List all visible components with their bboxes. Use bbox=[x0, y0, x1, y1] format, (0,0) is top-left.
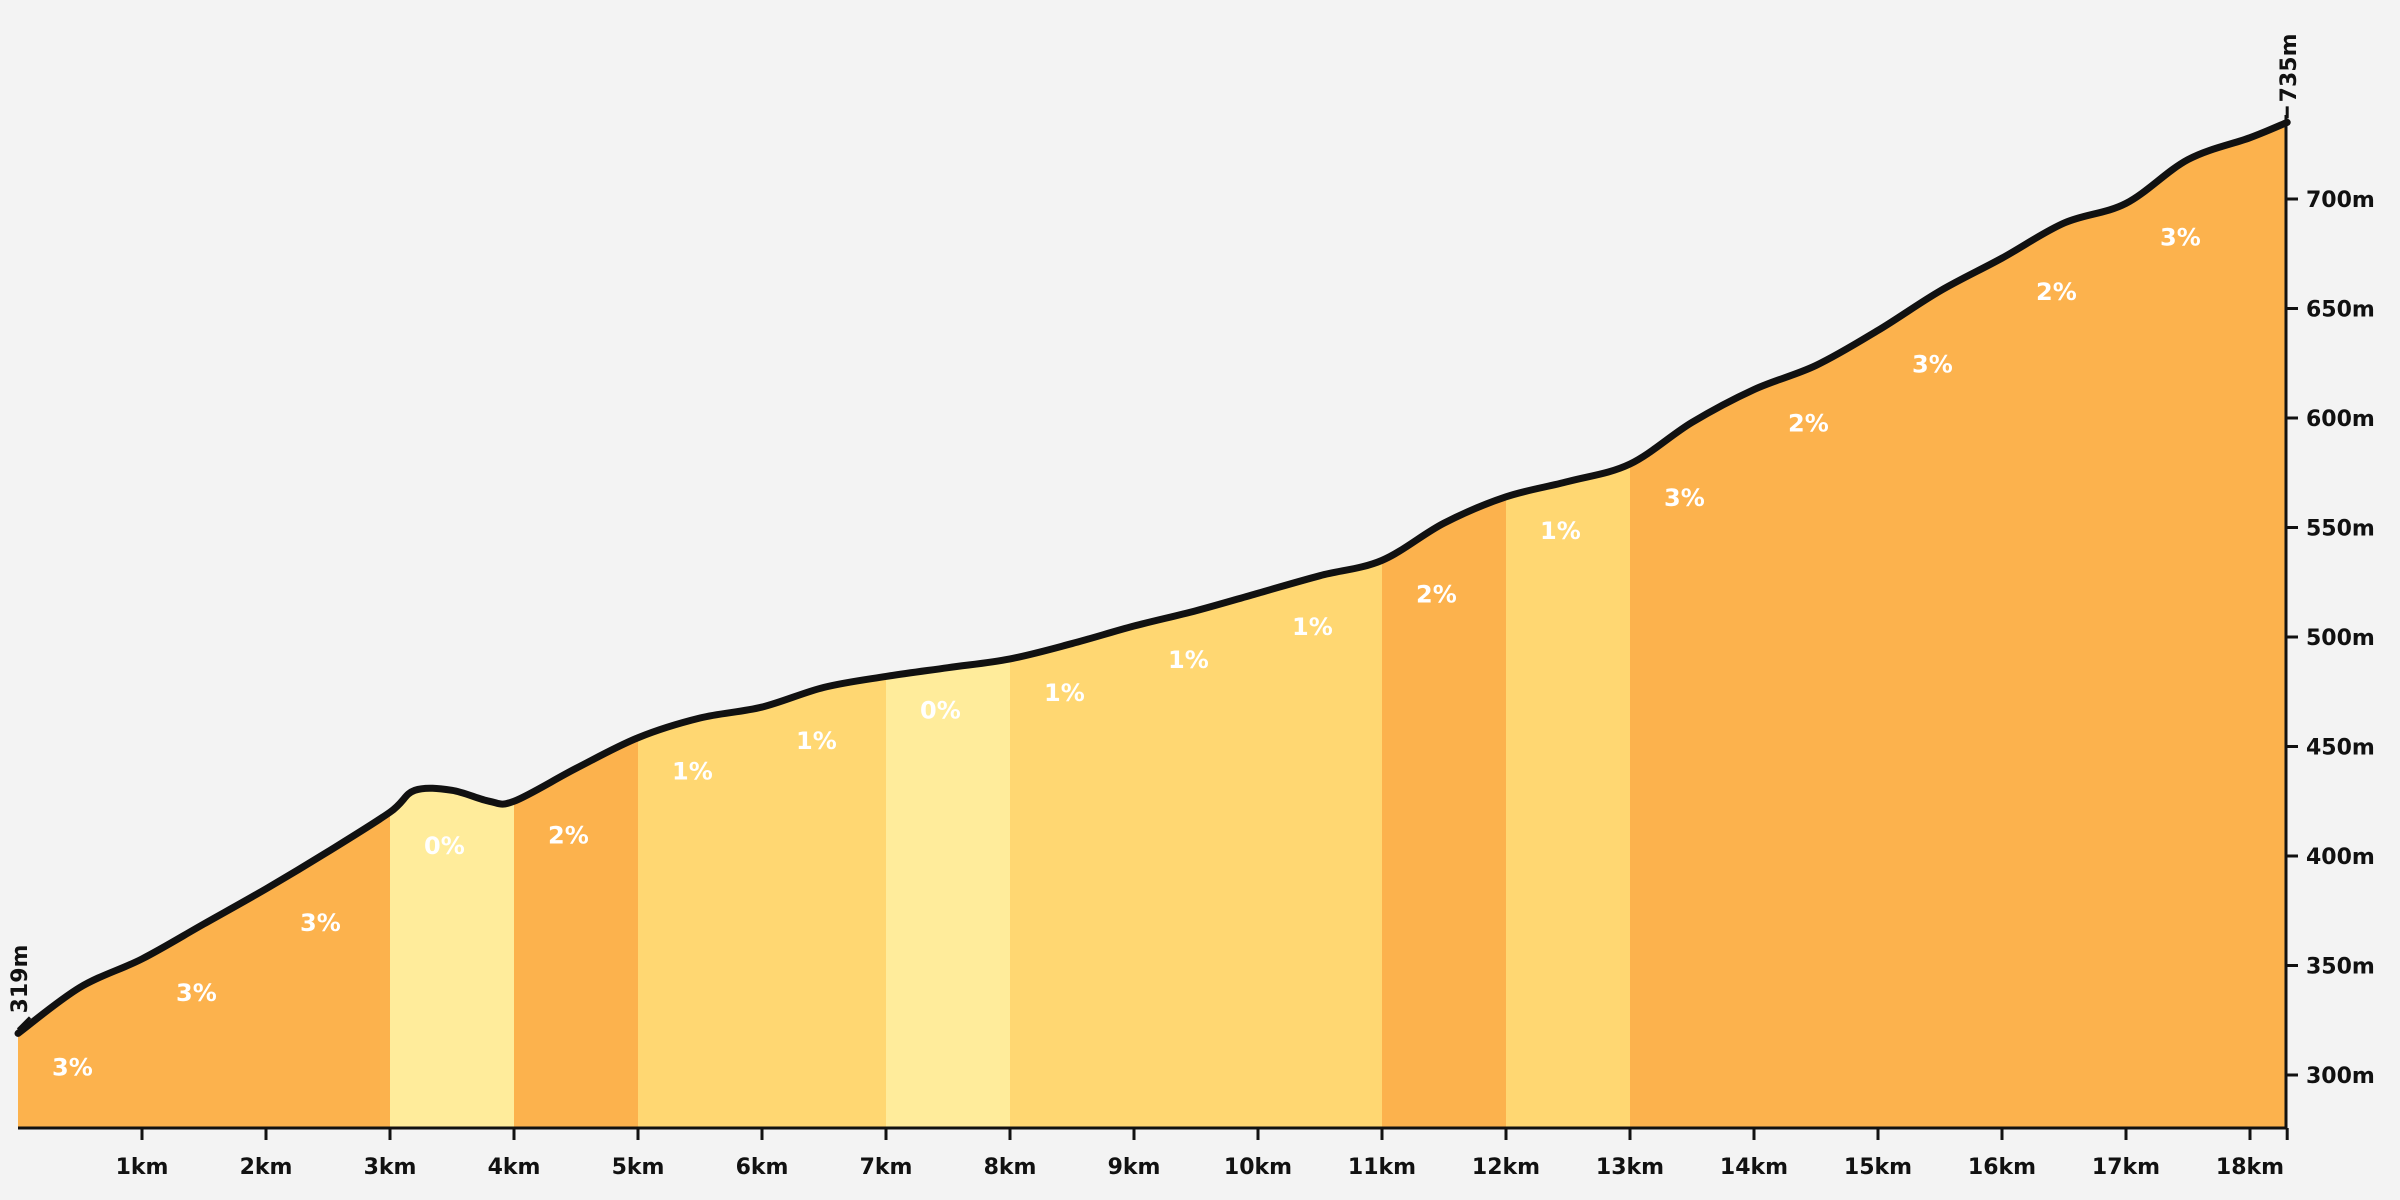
elevation-profile-line bbox=[14, 118, 2291, 1037]
grade-label-8: 0% bbox=[920, 696, 961, 724]
grade-label-4: 0% bbox=[424, 832, 465, 860]
x-tick-label: 18km bbox=[2216, 1155, 2284, 1180]
x-tick-label: 13km bbox=[1596, 1155, 1664, 1180]
x-tick-label: 6km bbox=[736, 1155, 789, 1180]
grade-segment-17 bbox=[2002, 122, 2127, 1128]
grade-label-10: 1% bbox=[1168, 646, 1209, 674]
grade-label-15: 2% bbox=[1788, 410, 1829, 438]
y-tick-label: 500m bbox=[2306, 626, 2375, 651]
grade-label-7: 1% bbox=[796, 727, 837, 755]
grade-label-18: 3% bbox=[2160, 223, 2201, 251]
grade-label-16: 3% bbox=[1912, 350, 1953, 378]
grade-label-12: 2% bbox=[1416, 580, 1457, 608]
start-marker bbox=[16, 1016, 32, 1031]
x-tick-label: 3km bbox=[364, 1155, 417, 1180]
grade-label-13: 1% bbox=[1540, 517, 1581, 545]
x-tick-label: 1km bbox=[116, 1155, 169, 1180]
y-tick-label: 550m bbox=[2306, 517, 2375, 542]
y-tick-label: 700m bbox=[2306, 188, 2375, 213]
y-tick-label: 650m bbox=[2306, 298, 2375, 323]
y-tick-label: 600m bbox=[2306, 407, 2375, 432]
grade-segment-18 bbox=[2126, 122, 2288, 1128]
end-elevation-label: 735m bbox=[2277, 33, 2302, 102]
x-tick-label: 11km bbox=[1348, 1155, 1416, 1180]
axes: 1km 2km 3km 4km 5km 6km 7km 8km 9km 10km 11km 12km 1… bbox=[16, 106, 2375, 1180]
x-tick-label: 14km bbox=[1720, 1155, 1788, 1180]
x-tick-label: 10km bbox=[1224, 1155, 1292, 1180]
grade-label-2: 3% bbox=[176, 979, 217, 1007]
grade-label-3: 3% bbox=[300, 909, 341, 937]
grade-label-17: 2% bbox=[2036, 278, 2077, 306]
x-tick-label: 4km bbox=[488, 1155, 541, 1180]
y-tick-label: 450m bbox=[2306, 736, 2375, 761]
x-tick-label: 12km bbox=[1472, 1155, 1540, 1180]
grade-label-6: 1% bbox=[672, 758, 713, 786]
x-tick-label: 7km bbox=[860, 1155, 913, 1180]
endpoint-labels: 319m 735m bbox=[8, 33, 2302, 1013]
x-tick-label: 16km bbox=[1968, 1155, 2036, 1180]
x-tick-label: 17km bbox=[2092, 1155, 2160, 1180]
y-tick-label: 350m bbox=[2306, 955, 2375, 980]
y-tick-label: 400m bbox=[2306, 845, 2375, 870]
x-tick-label: 15km bbox=[1844, 1155, 1912, 1180]
x-tick-label: 9km bbox=[1108, 1155, 1161, 1180]
grade-label-5: 2% bbox=[548, 821, 589, 849]
y-tick-label: 300m bbox=[2306, 1064, 2375, 1089]
start-elevation-label: 319m bbox=[8, 945, 33, 1014]
x-tick-label: 5km bbox=[612, 1155, 665, 1180]
x-tick-label: 8km bbox=[984, 1155, 1037, 1180]
grade-label-1: 3% bbox=[52, 1053, 93, 1081]
grade-label-14: 3% bbox=[1664, 484, 1705, 512]
grade-labels: 3% 3% 3% 0% 2% 1% 1% 0% 1% 1% 1% 2% 1% 3% 2% 3% 2% 3% bbox=[52, 223, 2201, 1081]
grade-label-11: 1% bbox=[1292, 613, 1333, 641]
x-tick-label: 2km bbox=[240, 1155, 293, 1180]
grade-label-9: 1% bbox=[1044, 679, 1085, 707]
